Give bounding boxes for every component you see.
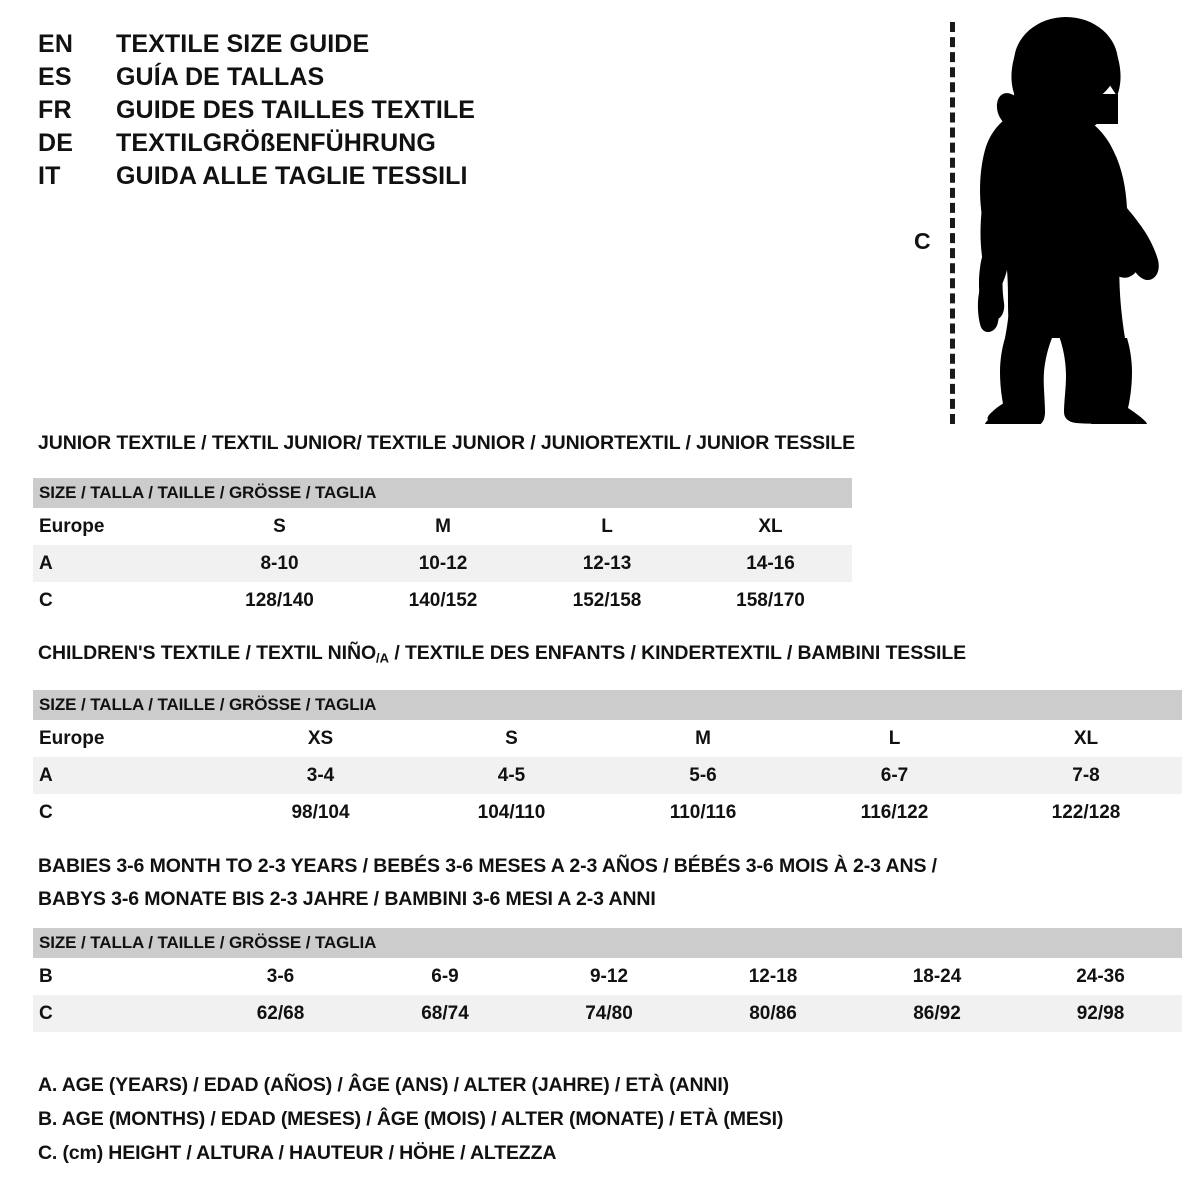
- child-silhouette-icon: [977, 17, 1159, 424]
- junior-col-europe: Europe: [33, 508, 198, 545]
- junior-band-label: SIZE / TALLA / TAILLE / GRÖSSE / TAGLIA: [33, 478, 852, 508]
- babies-row-b-v3: 9-12: [527, 958, 691, 995]
- height-measure-label: C: [914, 228, 931, 254]
- babies-row-c-v4: 80/86: [691, 995, 855, 1032]
- children-row-a-label: A: [33, 757, 225, 794]
- children-row-a-xl: 7-8: [990, 757, 1183, 794]
- junior-row-a-s: 8-10: [198, 545, 361, 582]
- language-code-de: DE: [38, 129, 74, 157]
- height-dashed-line: [950, 22, 955, 424]
- junior-row-a-l: 12-13: [525, 545, 689, 582]
- legend-block: A. AGE (YEARS) / EDAD (AÑOS) / ÂGE (ANS)…: [38, 1068, 783, 1170]
- junior-column-header-row: Europe S M L XL: [33, 508, 852, 545]
- babies-row-b-v6: 24-36: [1019, 958, 1183, 995]
- babies-row-b-v1: 3-6: [198, 958, 363, 995]
- babies-row-c-v6: 92/98: [1019, 995, 1183, 1032]
- section-title-babies-line2: BABYS 3-6 MONATE BIS 2-3 JAHRE / BAMBINI…: [38, 888, 656, 910]
- children-row-c-xs: 98/104: [225, 794, 416, 831]
- section-title-babies-line1: BABIES 3-6 MONTH TO 2-3 YEARS / BEBÉS 3-…: [38, 855, 937, 877]
- language-code-es: ES: [38, 63, 72, 91]
- section-title-children: CHILDREN'S TEXTILE / TEXTIL NIÑO/A / TEX…: [38, 642, 966, 666]
- language-row-fr: FR GUIDE DES TAILLES TEXTILE: [38, 96, 598, 129]
- children-title-subscript: /A: [376, 650, 390, 666]
- children-col-europe: Europe: [33, 720, 225, 757]
- children-table-band-header: SIZE / TALLA / TAILLE / GRÖSSE / TAGLIA: [33, 690, 1183, 720]
- language-row-de: DE TEXTILGRÖßENFÜHRUNG: [38, 129, 598, 162]
- babies-row-b-label: B: [33, 958, 198, 995]
- babies-band-label: SIZE / TALLA / TAILLE / GRÖSSE / TAGLIA: [33, 928, 1183, 958]
- junior-row-a-m: 10-12: [361, 545, 525, 582]
- table-row: C 128/140 140/152 152/158 158/170: [33, 582, 852, 619]
- table-row: B 3-6 6-9 9-12 12-18 18-24 24-36: [33, 958, 1183, 995]
- language-row-en: EN TEXTILE SIZE GUIDE: [38, 30, 598, 63]
- junior-row-c-m: 140/152: [361, 582, 525, 619]
- junior-row-a-label: A: [33, 545, 198, 582]
- children-band-label: SIZE / TALLA / TAILLE / GRÖSSE / TAGLIA: [33, 690, 1183, 720]
- children-row-c-m: 110/116: [607, 794, 799, 831]
- language-code-fr: FR: [38, 96, 72, 124]
- children-column-header-row: Europe XS S M L XL: [33, 720, 1183, 757]
- junior-row-c-xl: 158/170: [689, 582, 852, 619]
- children-size-table: SIZE / TALLA / TAILLE / GRÖSSE / TAGLIA …: [33, 690, 1183, 831]
- babies-row-c-v3: 74/80: [527, 995, 691, 1032]
- babies-table-band-header: SIZE / TALLA / TAILLE / GRÖSSE / TAGLIA: [33, 928, 1183, 958]
- legend-line-c: C. (cm) HEIGHT / ALTURA / HAUTEUR / HÖHE…: [38, 1142, 557, 1164]
- babies-row-b-v5: 18-24: [855, 958, 1019, 995]
- junior-row-c-l: 152/158: [525, 582, 689, 619]
- junior-col-s: S: [198, 508, 361, 545]
- children-row-c-l: 116/122: [799, 794, 990, 831]
- junior-row-c-label: C: [33, 582, 198, 619]
- babies-row-c-label: C: [33, 995, 198, 1032]
- height-reference-figure: C: [900, 10, 1180, 430]
- language-code-it: IT: [38, 162, 61, 190]
- children-col-m: M: [607, 720, 799, 757]
- junior-row-a-xl: 14-16: [689, 545, 852, 582]
- language-header-block: EN TEXTILE SIZE GUIDE ES GUÍA DE TALLAS …: [38, 30, 598, 195]
- table-row: A 8-10 10-12 12-13 14-16: [33, 545, 852, 582]
- junior-row-c-s: 128/140: [198, 582, 361, 619]
- language-title-de: TEXTILGRÖßENFÜHRUNG: [116, 129, 436, 157]
- babies-row-b-v2: 6-9: [363, 958, 527, 995]
- children-row-a-l: 6-7: [799, 757, 990, 794]
- babies-size-table: SIZE / TALLA / TAILLE / GRÖSSE / TAGLIA …: [33, 928, 1183, 1032]
- junior-table-band-header: SIZE / TALLA / TAILLE / GRÖSSE / TAGLIA: [33, 478, 852, 508]
- section-title-junior: JUNIOR TEXTILE / TEXTIL JUNIOR/ TEXTILE …: [38, 432, 856, 454]
- children-row-a-s: 4-5: [416, 757, 607, 794]
- language-title-es: GUÍA DE TALLAS: [116, 63, 325, 91]
- language-row-es: ES GUÍA DE TALLAS: [38, 63, 598, 96]
- children-row-a-xs: 3-4: [225, 757, 416, 794]
- children-row-c-s: 104/110: [416, 794, 607, 831]
- language-title-fr: GUIDE DES TAILLES TEXTILE: [116, 96, 476, 124]
- junior-col-l: L: [525, 508, 689, 545]
- junior-col-m: M: [361, 508, 525, 545]
- babies-row-c-v5: 86/92: [855, 995, 1019, 1032]
- children-col-l: L: [799, 720, 990, 757]
- babies-row-c-v1: 62/68: [198, 995, 363, 1032]
- table-row: C 98/104 104/110 110/116 116/122 122/128: [33, 794, 1183, 831]
- children-title-prefix: CHILDREN'S TEXTILE / TEXTIL NIÑO: [38, 642, 377, 664]
- language-title-it: GUIDA ALLE TAGLIE TESSILI: [116, 162, 468, 190]
- children-row-a-m: 5-6: [607, 757, 799, 794]
- junior-size-table: SIZE / TALLA / TAILLE / GRÖSSE / TAGLIA …: [33, 478, 852, 619]
- legend-line-b: B. AGE (MONTHS) / EDAD (MESES) / ÂGE (MO…: [38, 1108, 784, 1130]
- table-row: A 3-4 4-5 5-6 6-7 7-8: [33, 757, 1183, 794]
- language-code-en: EN: [38, 30, 74, 58]
- children-row-c-label: C: [33, 794, 225, 831]
- babies-row-c-v2: 68/74: [363, 995, 527, 1032]
- language-title-en: TEXTILE SIZE GUIDE: [116, 30, 370, 58]
- children-row-c-xl: 122/128: [990, 794, 1183, 831]
- junior-col-xl: XL: [689, 508, 852, 545]
- table-row: C 62/68 68/74 74/80 80/86 86/92 92/98: [33, 995, 1183, 1032]
- children-col-xl: XL: [990, 720, 1183, 757]
- babies-row-b-v4: 12-18: [691, 958, 855, 995]
- children-col-s: S: [416, 720, 607, 757]
- children-col-xs: XS: [225, 720, 416, 757]
- children-title-suffix: / TEXTILE DES ENFANTS / KINDERTEXTIL / B…: [389, 642, 967, 664]
- language-row-it: IT GUIDA ALLE TAGLIE TESSILI: [38, 162, 598, 195]
- legend-line-a: A. AGE (YEARS) / EDAD (AÑOS) / ÂGE (ANS)…: [38, 1074, 729, 1096]
